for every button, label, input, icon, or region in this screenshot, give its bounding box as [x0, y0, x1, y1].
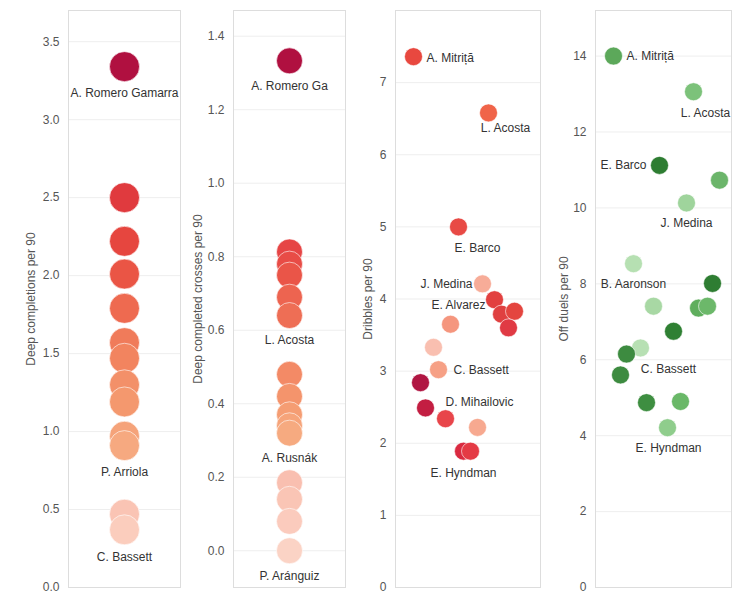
svg-text:2.5: 2.5 — [43, 190, 60, 204]
svg-text:0: 0 — [580, 580, 587, 594]
svg-text:J. Medina: J. Medina — [660, 216, 712, 230]
svg-text:0.0: 0.0 — [43, 580, 60, 594]
svg-text:0.4: 0.4 — [208, 397, 225, 411]
svg-text:E. Hyndman: E. Hyndman — [430, 466, 496, 480]
svg-text:E. Barco: E. Barco — [454, 241, 500, 255]
svg-text:2.0: 2.0 — [43, 268, 60, 282]
svg-text:0.0: 0.0 — [208, 544, 225, 558]
svg-text:B. Aaronson: B. Aaronson — [601, 277, 666, 291]
svg-text:A. Mitriță: A. Mitriță — [627, 49, 675, 63]
svg-text:2: 2 — [580, 504, 587, 518]
svg-text:C. Bassett: C. Bassett — [97, 550, 153, 564]
svg-text:E. Barco: E. Barco — [600, 158, 646, 172]
svg-text:P. Aránguiz: P. Aránguiz — [260, 569, 320, 583]
svg-text:E. Hyndman: E. Hyndman — [635, 441, 701, 455]
svg-text:L. Acosta: L. Acosta — [265, 333, 315, 347]
svg-text:4: 4 — [380, 292, 387, 306]
svg-text:Off duels per 90: Off duels per 90 — [557, 256, 571, 341]
svg-text:10: 10 — [573, 201, 587, 215]
svg-text:Deep completed crosses per 90: Deep completed crosses per 90 — [191, 214, 205, 384]
svg-text:L. Acosta: L. Acosta — [681, 106, 731, 120]
svg-text:7: 7 — [380, 75, 387, 89]
svg-text:1.5: 1.5 — [43, 346, 60, 360]
svg-text:A. Romero Gamarra: A. Romero Gamarra — [70, 86, 178, 100]
svg-text:6: 6 — [580, 353, 587, 367]
svg-text:D. Mihailovic: D. Mihailovic — [446, 395, 514, 409]
svg-text:1.0: 1.0 — [43, 424, 60, 438]
svg-text:2: 2 — [380, 436, 387, 450]
svg-text:A. Rusnák: A. Rusnák — [262, 451, 318, 465]
svg-text:1.0: 1.0 — [208, 176, 225, 190]
svg-text:C. Bassett: C. Bassett — [454, 363, 510, 377]
svg-text:0.5: 0.5 — [43, 502, 60, 516]
svg-text:6: 6 — [380, 148, 387, 162]
svg-text:J. Medina: J. Medina — [420, 277, 472, 291]
svg-text:A. Romero Ga: A. Romero Ga — [251, 79, 328, 93]
svg-text:P. Arriola: P. Arriola — [101, 465, 148, 479]
svg-text:4: 4 — [580, 428, 587, 442]
svg-text:5: 5 — [380, 220, 387, 234]
svg-text:12: 12 — [573, 125, 587, 139]
svg-text:14: 14 — [573, 49, 587, 63]
svg-text:0.2: 0.2 — [208, 470, 225, 484]
svg-text:3: 3 — [380, 364, 387, 378]
svg-text:3.0: 3.0 — [43, 113, 60, 127]
svg-text:Deep completions per 90: Deep completions per 90 — [24, 232, 38, 366]
svg-text:E. Alvarez: E. Alvarez — [431, 298, 485, 312]
svg-text:0: 0 — [380, 580, 387, 594]
svg-text:C. Bassett: C. Bassett — [641, 362, 697, 376]
svg-text:8: 8 — [580, 277, 587, 291]
svg-text:0.6: 0.6 — [208, 323, 225, 337]
svg-text:1.4: 1.4 — [208, 29, 225, 43]
svg-text:L. Acosta: L. Acosta — [481, 121, 531, 135]
svg-text:Dribbles per 90: Dribbles per 90 — [361, 258, 375, 340]
svg-text:1.2: 1.2 — [208, 103, 225, 117]
svg-text:A. Mitriță: A. Mitriță — [427, 51, 475, 65]
svg-text:1: 1 — [380, 508, 387, 522]
svg-text:3.5: 3.5 — [43, 35, 60, 49]
svg-text:0.8: 0.8 — [208, 250, 225, 264]
